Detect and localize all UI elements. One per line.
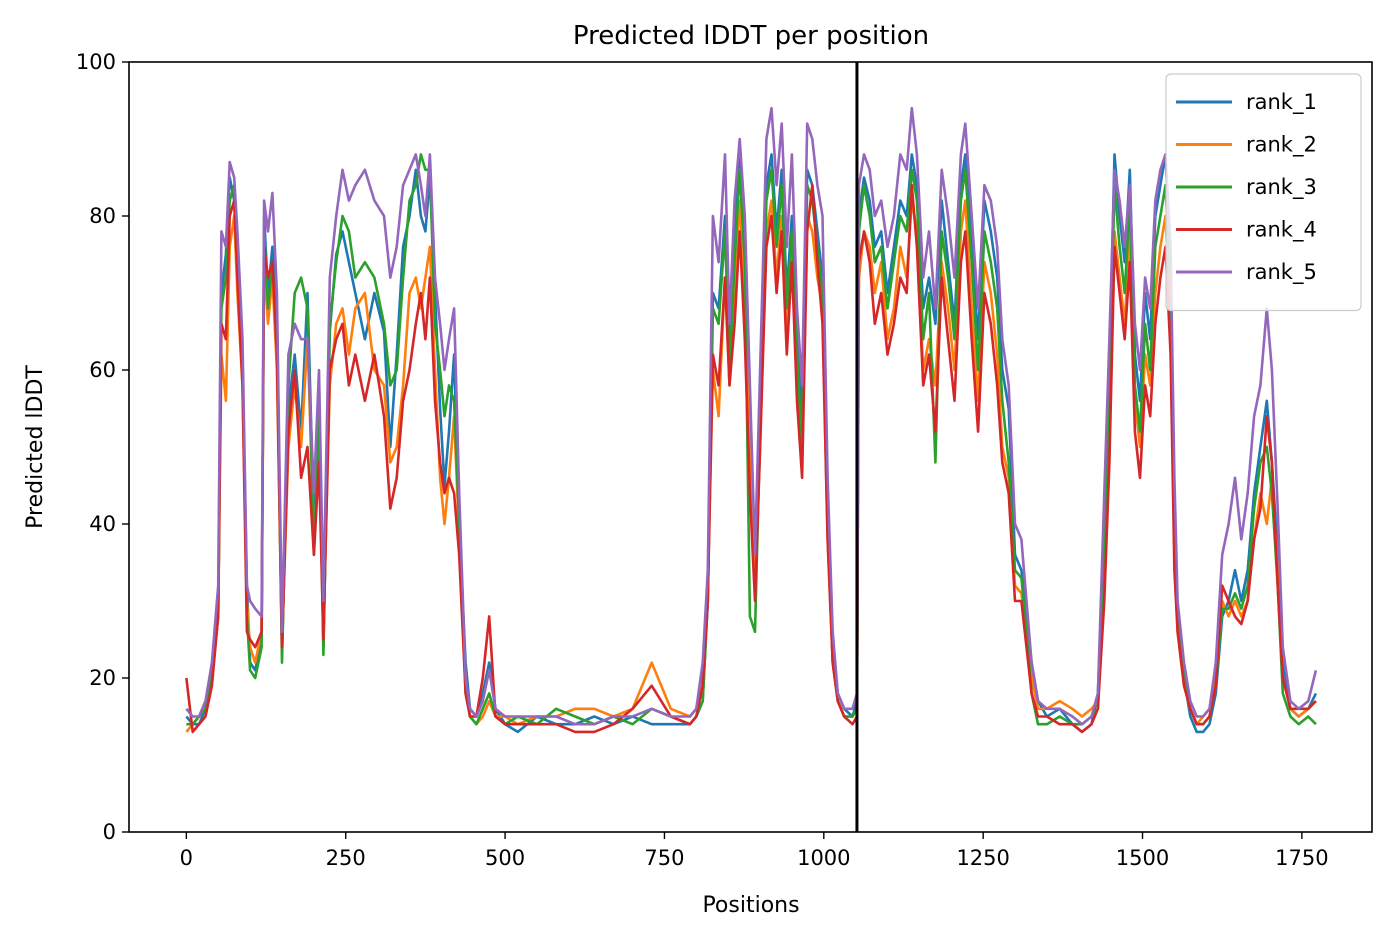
x-tick-label: 500: [485, 846, 525, 870]
x-tick-label: 0: [180, 846, 193, 870]
chart-title: Predicted lDDT per position: [573, 21, 929, 51]
y-tick-label: 80: [89, 204, 116, 228]
plot-area: [185, 106, 1318, 734]
x-axis: 0 250 500 750 1000 1250 1500 1750: [180, 832, 1329, 870]
legend-label-rank_5: rank_5: [1246, 260, 1317, 285]
x-axis-label: Positions: [702, 893, 799, 918]
legend: rank_1 rank_2 rank_3 rank_4 rank_5: [1165, 73, 1362, 312]
legend-label-rank_3: rank_3: [1246, 175, 1317, 200]
x-tick-label: 250: [326, 846, 366, 870]
x-tick-label: 1000: [797, 846, 850, 870]
legend-box: [1165, 73, 1362, 312]
legend-label-rank_4: rank_4: [1246, 218, 1317, 243]
y-axis: 0 20 40 60 80 100: [76, 50, 129, 844]
series-line-rank_4: [185, 183, 1317, 734]
series-line-rank_3: [186, 153, 1317, 726]
y-tick-label: 60: [89, 358, 116, 382]
y-tick-label: 20: [89, 666, 116, 690]
x-tick-label: 1750: [1275, 846, 1328, 870]
y-tick-label: 0: [103, 820, 116, 844]
series-line-rank_5: [185, 106, 1318, 726]
y-axis-label: Predicted lDDT: [23, 365, 48, 529]
x-tick-label: 1500: [1116, 846, 1169, 870]
legend-label-rank_1: rank_1: [1246, 90, 1317, 115]
x-tick-label: 750: [644, 846, 684, 870]
y-tick-label: 40: [89, 512, 116, 536]
y-tick-label: 100: [76, 50, 116, 74]
x-tick-label: 1250: [956, 846, 1009, 870]
plot-frame: [128, 61, 1373, 833]
legend-label-rank_2: rank_2: [1246, 133, 1317, 158]
